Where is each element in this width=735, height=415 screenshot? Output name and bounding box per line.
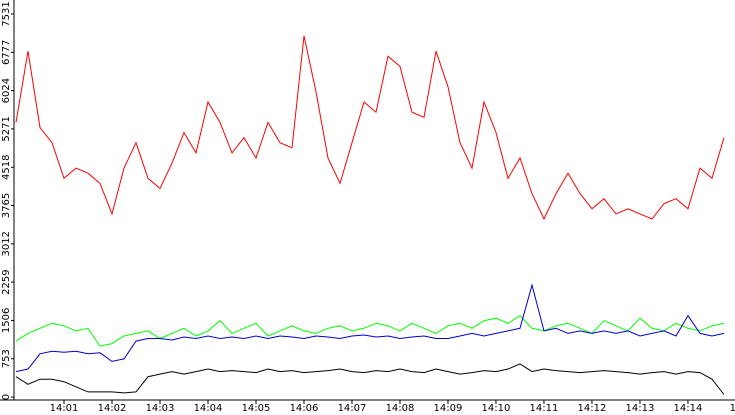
x-tick-label: 14:05 — [242, 403, 271, 414]
x-tick-label: 14 — [730, 403, 735, 414]
x-tick-label: 14:08 — [386, 403, 415, 414]
x-tick-label: 14:09 — [434, 403, 463, 414]
series-line — [15, 314, 725, 347]
x-tick-label: 14:07 — [338, 403, 367, 414]
x-tick-label: 14:12 — [578, 403, 607, 414]
y-tick-label: 753 — [1, 349, 12, 368]
series-line — [15, 283, 725, 373]
series-line — [15, 35, 725, 221]
series-line — [15, 363, 725, 395]
x-tick-label: 14:02 — [98, 403, 127, 414]
y-tick-label: 2259 — [1, 269, 12, 294]
y-tick-label: 5271 — [1, 116, 12, 141]
y-tick-label: 1506 — [1, 308, 12, 333]
y-tick-label: 6024 — [1, 78, 12, 103]
x-tick-label: 14:06 — [290, 403, 319, 414]
x-tick-label: 14:03 — [146, 403, 175, 414]
y-tick-label: 4518 — [1, 154, 12, 179]
y-tick-label: 7531 — [1, 1, 12, 26]
y-tick-label: 3012 — [1, 231, 12, 256]
x-tick-label: 14:14 — [674, 403, 703, 414]
y-tick-label: 0 — [1, 394, 12, 400]
x-tick-label: 14:13 — [626, 403, 655, 414]
x-tick-label: 14:01 — [50, 403, 79, 414]
y-tick-label: 3765 — [1, 193, 12, 218]
y-tick-label: 6777 — [1, 40, 12, 65]
x-tick-label: 14:11 — [530, 403, 559, 414]
x-tick-label: 14:10 — [482, 403, 511, 414]
x-tick-label: 14:04 — [194, 403, 223, 414]
